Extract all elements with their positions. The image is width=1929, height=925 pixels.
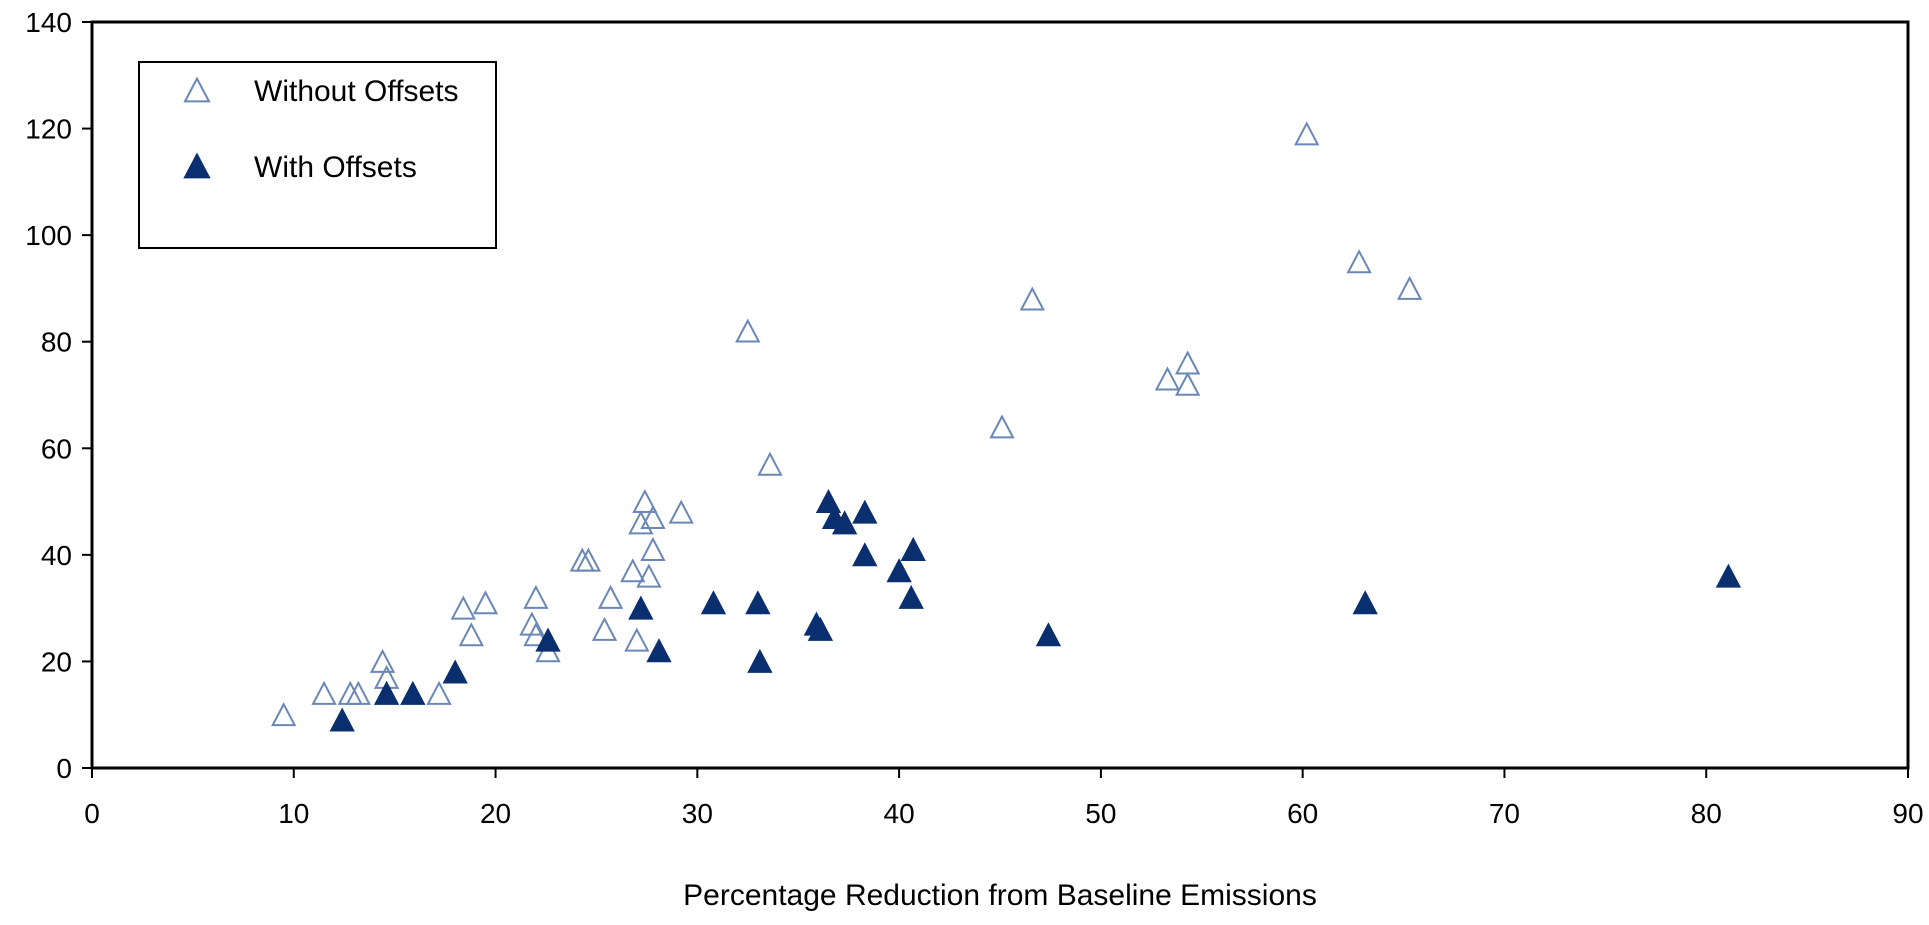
filled-triangle-marker xyxy=(807,616,834,641)
x-tick-label: 40 xyxy=(884,798,915,829)
filled-triangle-marker xyxy=(329,707,355,732)
filled-triangle-marker xyxy=(1352,590,1378,615)
hollow-triangle-marker xyxy=(989,414,1015,439)
y-tick-label: 100 xyxy=(25,220,72,251)
legend-marker xyxy=(183,152,211,179)
series-with-offsets xyxy=(329,488,1742,732)
hollow-triangle-marker xyxy=(640,536,666,561)
filled-triangle-marker xyxy=(628,595,654,620)
hollow-triangle-marker xyxy=(636,563,662,588)
hollow-triangle-marker xyxy=(620,558,646,583)
hollow-triangle-marker xyxy=(628,510,654,535)
y-axis-ticks: 0 20 40 60 80 100 120 140 xyxy=(25,7,92,784)
hollow-triangle-marker xyxy=(472,590,499,615)
hollow-triangle-marker xyxy=(426,680,452,705)
filled-triangle-marker xyxy=(535,627,561,652)
hollow-triangle-marker xyxy=(519,611,545,636)
x-tick-label: 70 xyxy=(1489,798,1520,829)
hollow-triangle-marker xyxy=(450,595,476,620)
x-tick-label: 0 xyxy=(84,798,100,829)
filled-triangle-marker xyxy=(373,680,400,705)
hollow-triangle-marker xyxy=(624,627,650,652)
y-tick-label: 140 xyxy=(25,7,72,38)
filled-triangle-marker xyxy=(831,510,858,535)
filled-triangle-marker xyxy=(1715,563,1742,588)
y-tick-label: 0 xyxy=(56,753,72,784)
hollow-triangle-marker xyxy=(735,318,761,343)
hollow-triangle-marker xyxy=(640,504,666,530)
y-tick-label: 40 xyxy=(41,540,72,571)
x-axis-ticks: 0 10 20 30 40 50 60 70 80 90 xyxy=(84,768,1924,829)
y-tick-label: 80 xyxy=(41,327,72,358)
y-tick-label: 20 xyxy=(41,646,72,677)
x-tick-label: 60 xyxy=(1287,798,1318,829)
x-tick-label: 30 xyxy=(682,798,713,829)
filled-triangle-marker xyxy=(886,558,912,583)
legend-items: Without Offsets With Offsets xyxy=(183,75,459,184)
series-without-offsets xyxy=(271,121,1423,727)
x-tick-label: 50 xyxy=(1085,798,1116,829)
legend-box xyxy=(138,61,497,249)
hollow-triangle-marker xyxy=(1294,121,1320,146)
hollow-triangle-marker xyxy=(1346,249,1372,274)
hollow-triangle-marker xyxy=(597,584,624,609)
hollow-triangle-marker xyxy=(575,547,602,572)
hollow-triangle-marker xyxy=(591,616,618,641)
legend: Without Offsets With Offsets xyxy=(138,61,497,249)
filled-triangle-marker xyxy=(745,590,771,615)
hollow-triangle-marker xyxy=(1396,275,1423,300)
hollow-triangle-marker xyxy=(369,648,396,673)
hollow-triangle-marker xyxy=(311,680,337,705)
hollow-triangle-marker xyxy=(523,622,549,647)
hollow-triangle-marker xyxy=(1154,366,1181,391)
hollow-triangle-marker xyxy=(1174,371,1201,396)
hollow-triangle-marker xyxy=(523,584,549,609)
hollow-triangle-marker xyxy=(757,451,783,476)
y-tick-label: 60 xyxy=(41,433,72,464)
legend-marker xyxy=(183,76,211,103)
x-tick-label: 80 xyxy=(1691,798,1722,829)
hollow-triangle-marker xyxy=(668,499,694,524)
filled-triangle-marker xyxy=(900,536,926,561)
legend-label: Without Offsets xyxy=(254,75,459,108)
hollow-triangle-marker xyxy=(1019,286,1045,311)
hollow-triangle-marker xyxy=(271,702,297,727)
filled-triangle-marker xyxy=(1035,622,1062,647)
legend-label: With Offsets xyxy=(254,151,417,184)
x-tick-label: 20 xyxy=(480,798,511,829)
filled-triangle-marker xyxy=(747,648,773,673)
hollow-triangle-marker xyxy=(632,488,658,514)
x-axis-title: Percentage Reduction from Baseline Emiss… xyxy=(683,879,1317,912)
filled-triangle-marker xyxy=(646,638,672,663)
data-points xyxy=(271,121,1742,732)
filled-triangle-marker xyxy=(700,590,727,615)
hollow-triangle-marker xyxy=(458,622,484,647)
x-tick-label: 90 xyxy=(1892,798,1923,829)
filled-triangle-marker xyxy=(442,659,468,684)
filled-triangle-marker xyxy=(400,680,426,705)
filled-triangle-marker xyxy=(898,584,924,609)
y-tick-label: 120 xyxy=(25,114,72,145)
filled-triangle-marker xyxy=(852,499,878,524)
hollow-triangle-marker xyxy=(345,680,372,705)
filled-triangle-marker xyxy=(852,542,878,567)
x-tick-label: 10 xyxy=(278,798,309,829)
